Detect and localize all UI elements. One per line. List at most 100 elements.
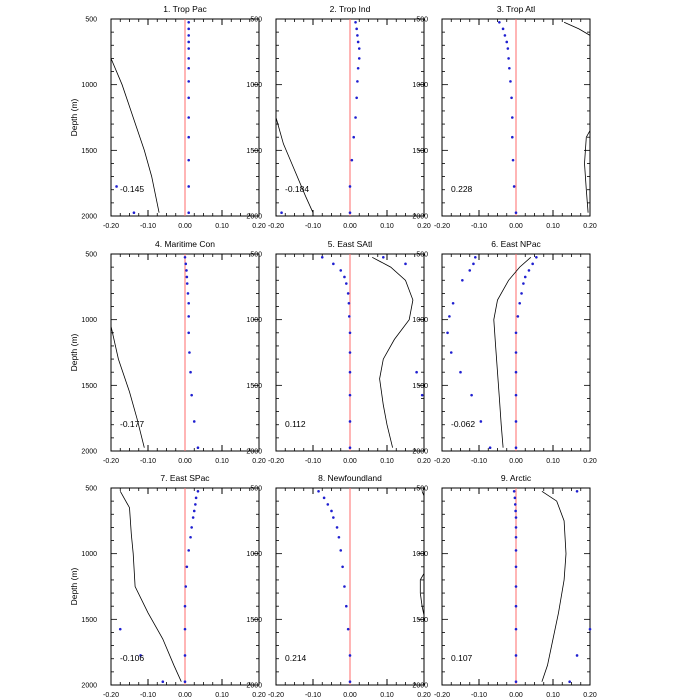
data-point <box>461 278 464 282</box>
data-point <box>326 503 330 506</box>
data-point <box>345 604 348 608</box>
data-point <box>470 393 473 397</box>
data-point <box>514 565 518 569</box>
data-point <box>356 40 360 44</box>
x-tick-label: -0.20 <box>103 223 119 230</box>
data-point <box>341 565 344 569</box>
data-point <box>514 509 517 513</box>
x-tick-label: 0.10 <box>546 223 560 230</box>
data-point <box>335 526 339 529</box>
y-tick-label: 500 <box>416 17 428 24</box>
x-tick-label: -0.10 <box>305 692 321 699</box>
data-point <box>503 34 507 37</box>
data-point <box>508 66 511 70</box>
data-point <box>185 565 189 569</box>
data-point <box>527 269 531 272</box>
data-point <box>339 269 343 272</box>
x-tick-label: 0.10 <box>380 223 394 230</box>
y-tick-label: 1500 <box>246 383 262 390</box>
data-point <box>187 185 190 188</box>
data-point <box>511 158 515 162</box>
y-tick-label: 500 <box>85 486 97 493</box>
data-point <box>451 301 455 305</box>
data-point <box>348 393 352 397</box>
x-tick-label: 0.20 <box>417 223 431 230</box>
panel-value: 0.112 <box>285 419 306 429</box>
data-point <box>348 420 352 423</box>
x-tick-label: 0.20 <box>583 692 597 699</box>
data-point <box>575 489 579 493</box>
data-point <box>187 40 190 44</box>
data-point <box>343 275 346 279</box>
panel-title: 8. Newfoundland <box>318 473 382 483</box>
profile-curve <box>541 490 567 682</box>
data-point <box>132 211 136 215</box>
y-tick-label: 500 <box>250 486 262 493</box>
data-point <box>183 255 187 259</box>
data-point <box>187 301 190 305</box>
y-tick-label: 1500 <box>246 148 262 155</box>
data-point <box>187 96 190 100</box>
y-tick-label: 2000 <box>412 214 428 221</box>
panel-4: 4. Maritime Con -0.20 -0.10 0.00 0.10 0.20 500… <box>69 239 266 465</box>
x-tick-label: 0.00 <box>343 692 357 699</box>
data-point <box>568 680 571 684</box>
data-point <box>332 262 335 266</box>
panel-value: 0.228 <box>451 184 473 194</box>
data-point <box>194 496 198 500</box>
data-point <box>184 262 188 266</box>
data-point <box>514 654 518 657</box>
data-point <box>474 255 477 259</box>
data-point <box>184 585 188 588</box>
data-point <box>498 20 501 24</box>
panel-3: 3. Trop Atl -0.20 -0.10 0.00 0.10 0.20 500 1000… <box>412 4 596 230</box>
data-point <box>479 420 483 423</box>
data-point <box>575 654 579 657</box>
y-tick-label: 2000 <box>81 214 97 221</box>
data-point <box>346 292 350 295</box>
data-point <box>320 255 324 259</box>
data-point <box>186 292 190 295</box>
data-point <box>357 47 361 50</box>
data-point <box>514 331 518 335</box>
profile-curve <box>584 130 591 213</box>
profile-curve <box>419 573 425 616</box>
data-point <box>139 654 142 657</box>
data-point <box>196 489 200 493</box>
data-point <box>523 275 527 279</box>
data-point <box>348 446 352 450</box>
y-tick-label: 1000 <box>246 551 262 558</box>
x-tick-label: -0.10 <box>305 458 321 465</box>
data-point <box>514 604 518 608</box>
data-point <box>449 351 453 354</box>
panel-title: 1. Trop Pac <box>163 4 207 14</box>
panel-value: -0.184 <box>285 184 309 194</box>
data-point <box>185 269 188 272</box>
data-point <box>347 315 351 318</box>
x-tick-label: 0.10 <box>380 692 394 699</box>
panel-7: 7. East SPac -0.20 -0.10 0.00 0.10 0.20 500 100… <box>69 473 266 699</box>
y-tick-label: 2000 <box>246 214 262 221</box>
x-tick-label: 0.00 <box>343 458 357 465</box>
data-point <box>187 158 190 162</box>
x-tick-label: 0.10 <box>215 223 229 230</box>
y-axis-label: Depth (m) <box>69 567 79 605</box>
data-point <box>357 57 361 60</box>
data-point <box>183 604 187 608</box>
x-tick-label: -0.20 <box>268 223 284 230</box>
data-point <box>346 627 350 631</box>
data-point <box>187 80 190 83</box>
data-point <box>347 301 351 305</box>
data-point <box>510 96 513 100</box>
x-tick-label: 0.20 <box>583 223 597 230</box>
data-point <box>187 47 190 50</box>
data-point <box>488 446 492 450</box>
data-point <box>506 47 510 50</box>
data-point <box>189 535 192 539</box>
y-tick-label: 1500 <box>81 383 97 390</box>
data-point <box>355 96 358 100</box>
data-point <box>348 211 352 215</box>
panel-value: -0.145 <box>120 184 144 194</box>
x-tick-label: 0.10 <box>546 692 560 699</box>
data-point <box>350 158 354 162</box>
